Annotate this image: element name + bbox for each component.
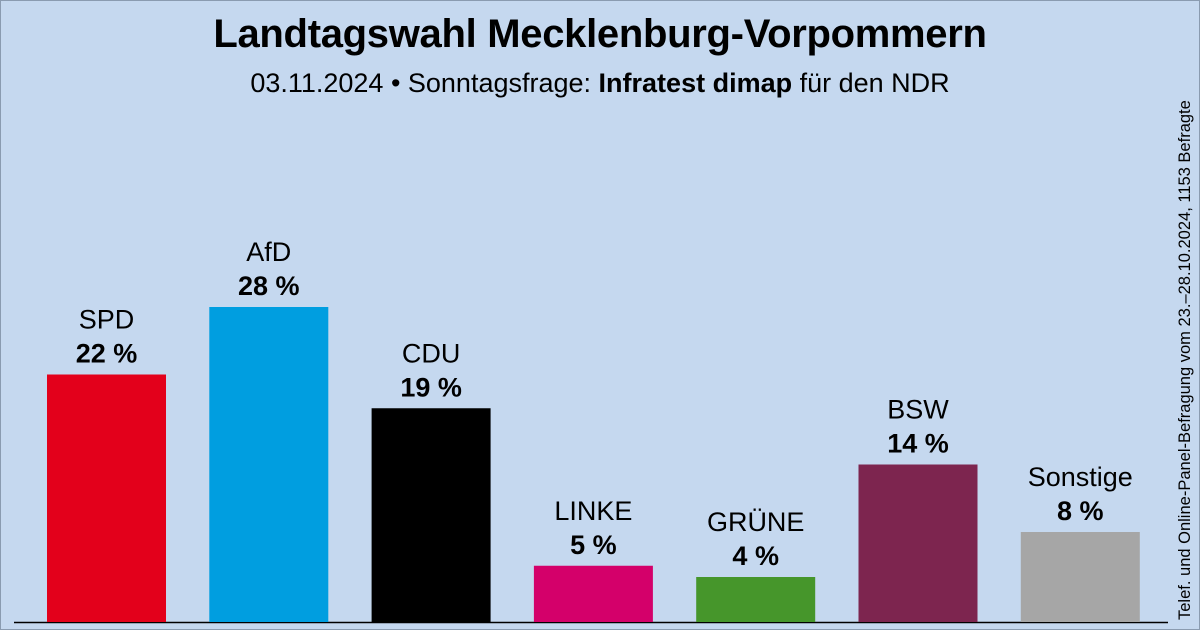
value-label-linke: 5 %: [570, 530, 617, 560]
category-label-sonstige: Sonstige: [1028, 462, 1133, 492]
bar-sonstige: [1020, 532, 1140, 622]
subtitle-client: für den NDR: [799, 68, 950, 98]
category-label-grüne: GRÜNE: [707, 507, 805, 537]
value-label-bsw: 14 %: [887, 429, 949, 459]
subtitle-date-prefix: 03.11.2024 • Sonntagsfrage:: [250, 68, 592, 98]
category-label-bsw: BSW: [887, 395, 949, 425]
category-label-spd: SPD: [79, 305, 135, 335]
chart-title: Landtagswahl Mecklenburg-Vorpommern: [213, 12, 987, 56]
category-label-afd: AfD: [246, 237, 291, 267]
value-label-spd: 22 %: [76, 339, 138, 369]
survey-note: Telef. und Online-Panel-Befragung vom 23…: [1176, 100, 1194, 620]
category-label-cdu: CDU: [402, 338, 461, 368]
subtitle-institute: Infratest dimap: [598, 68, 793, 98]
value-label-afd: 28 %: [238, 271, 300, 301]
value-label-cdu: 19 %: [400, 372, 462, 402]
bar-cdu: [371, 408, 491, 622]
bar-linke: [533, 565, 653, 622]
bar-grüne: [696, 577, 816, 622]
value-label-sonstige: 8 %: [1057, 496, 1104, 526]
value-label-grüne: 4 %: [732, 541, 779, 571]
bar-bsw: [858, 464, 978, 622]
bar-spd: [47, 374, 166, 622]
bar-afd: [209, 307, 329, 622]
chart-subtitle: 03.11.2024 • Sonntagsfrage: Infratest di…: [0, 68, 1200, 99]
category-label-linke: LINKE: [554, 496, 632, 526]
